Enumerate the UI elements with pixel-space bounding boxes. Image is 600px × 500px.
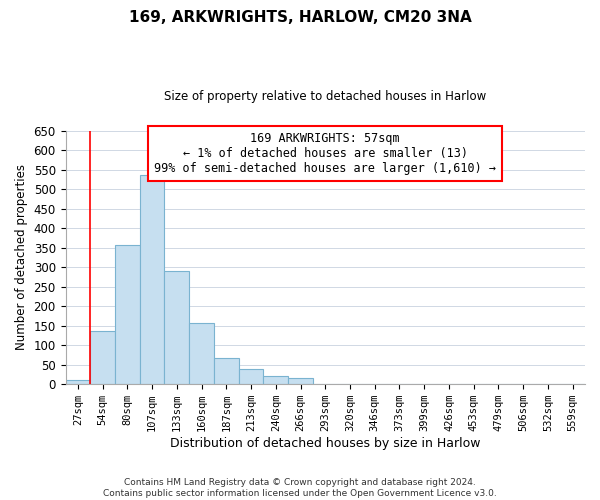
Text: 169, ARKWRIGHTS, HARLOW, CM20 3NA: 169, ARKWRIGHTS, HARLOW, CM20 3NA [128, 10, 472, 25]
Y-axis label: Number of detached properties: Number of detached properties [15, 164, 28, 350]
Bar [263, 376, 288, 384]
Bar [239, 368, 263, 384]
Bar [115, 244, 140, 384]
Bar [90, 331, 115, 384]
Bar [65, 380, 90, 384]
Bar [214, 358, 239, 384]
X-axis label: Distribution of detached houses by size in Harlow: Distribution of detached houses by size … [170, 437, 481, 450]
Bar [140, 176, 164, 384]
Text: Contains HM Land Registry data © Crown copyright and database right 2024.
Contai: Contains HM Land Registry data © Crown c… [103, 478, 497, 498]
Text: 169 ARKWRIGHTS: 57sqm
← 1% of detached houses are smaller (13)
99% of semi-detac: 169 ARKWRIGHTS: 57sqm ← 1% of detached h… [154, 132, 496, 175]
Bar [164, 270, 189, 384]
Title: Size of property relative to detached houses in Harlow: Size of property relative to detached ho… [164, 90, 487, 103]
Bar [189, 322, 214, 384]
Bar [288, 378, 313, 384]
